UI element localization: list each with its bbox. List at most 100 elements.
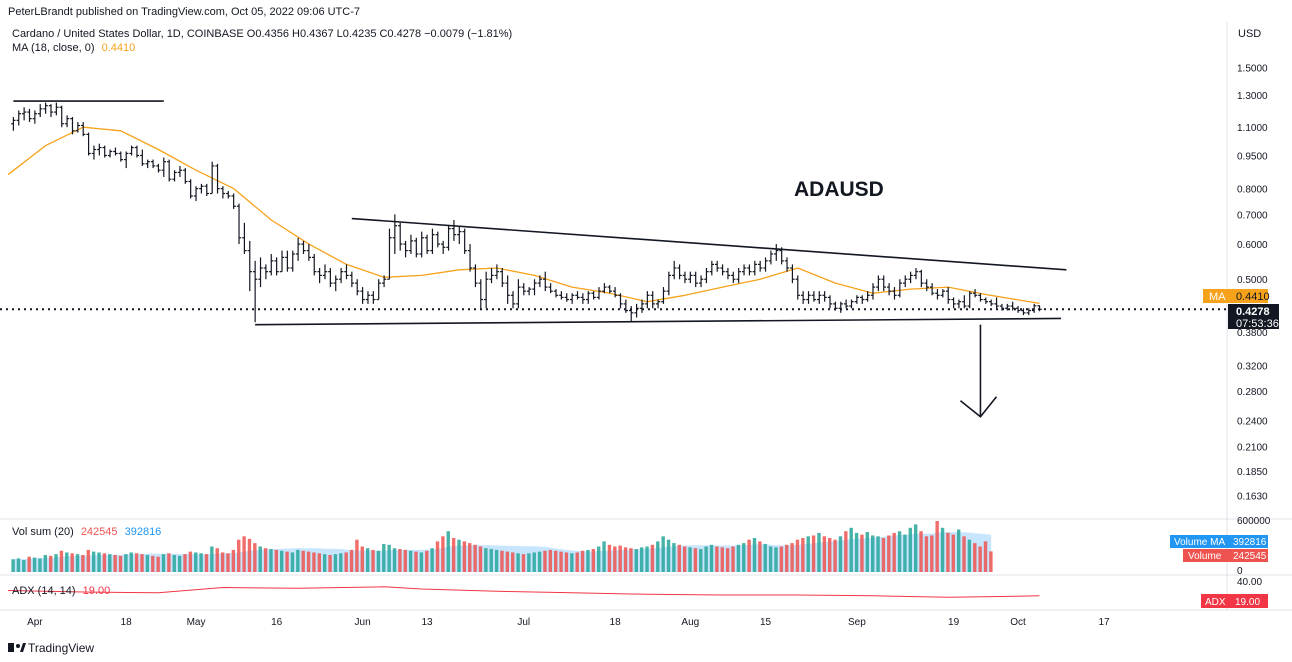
ohlc-bar — [553, 289, 559, 298]
volume-bar — [795, 539, 800, 572]
tradingview-brand-text: TradingView — [28, 641, 94, 655]
currency-label[interactable]: USD — [1238, 28, 1261, 40]
volume-bar — [322, 554, 327, 572]
adx-legend[interactable]: ADX (14, 14) 19.00 — [12, 585, 110, 597]
volume-bar — [774, 547, 778, 572]
ma-price-tag: MA 0.4410 — [1203, 289, 1270, 303]
volume-bar — [167, 553, 171, 572]
adx-tag-value: 19.00 — [1235, 597, 1260, 608]
ohlc-bar — [118, 151, 124, 162]
ohlc-bar — [526, 287, 532, 296]
ohlc-bar — [564, 293, 569, 302]
ohlc-bar — [414, 237, 419, 258]
ma-legend-label: MA (18, close, 0) — [12, 42, 95, 54]
volume-bar — [468, 543, 472, 572]
volume-bar — [11, 559, 15, 572]
volume-bar — [844, 531, 848, 572]
volume-legend-value2: 392816 — [125, 526, 162, 538]
ohlc-bar — [215, 163, 220, 194]
volume-bar — [430, 548, 434, 572]
ohlc-bar — [639, 299, 645, 313]
volume-bar — [801, 538, 805, 572]
volume-bar — [263, 548, 268, 572]
volume-axis-bottom: 0 — [1237, 566, 1243, 577]
ohlc-bar — [177, 165, 183, 177]
volume-bar — [715, 546, 719, 572]
ohlc-bar — [596, 287, 602, 300]
ohlc-bar — [924, 279, 929, 292]
volume-bar — [285, 551, 289, 572]
volume-bar — [118, 555, 123, 572]
volume-bar — [725, 548, 730, 572]
ohlc-bar — [650, 291, 655, 309]
ma-tag-value: 0.4410 — [1236, 291, 1270, 303]
volume-bar — [870, 535, 875, 572]
volume-bar — [962, 536, 966, 572]
ohlc-bar — [269, 253, 274, 276]
ohlc-bar — [784, 257, 790, 272]
ohlc-bar — [752, 260, 757, 276]
ohlc-bar — [102, 145, 107, 158]
volume-bar — [344, 552, 348, 572]
volume-bar — [677, 544, 681, 572]
volume-bar — [559, 551, 563, 572]
time-tick-label: 13 — [422, 617, 434, 628]
ohlc-bar — [1005, 303, 1010, 311]
ohlc-bar — [940, 289, 946, 298]
volume-bar — [43, 555, 48, 572]
ohlc-bar — [156, 163, 161, 173]
moving-average-layer — [7, 126, 1040, 305]
volume-bar — [328, 555, 332, 572]
ohlc-bar — [494, 264, 500, 280]
ohlc-bar — [575, 291, 580, 300]
volume-bar — [903, 534, 907, 572]
volume-axis-top: 600000 — [1237, 516, 1271, 527]
volume-bar — [564, 552, 569, 572]
adx-line-layer — [7, 586, 1040, 598]
ohlc-bar — [704, 267, 709, 284]
volume-bar — [688, 547, 692, 572]
volume-bar — [333, 554, 338, 572]
ohlc-bar — [1037, 305, 1042, 312]
time-axis[interactable]: Apr 18 May 16 Jun 13 Jul 18 Aug 15 Sep 19 Oct 17 — [27, 617, 1110, 628]
volume-bar — [720, 547, 724, 572]
ohlc-bar — [946, 287, 951, 304]
volume-bar — [618, 545, 622, 572]
ohlc-bar — [919, 269, 924, 288]
tradingview-logo[interactable]: TradingView — [8, 641, 94, 655]
ohlc-bar — [860, 295, 865, 304]
ohlc-bar — [97, 143, 102, 156]
volume-bar — [849, 527, 853, 572]
trendline[interactable] — [351, 217, 1067, 271]
volume-bar — [54, 554, 58, 572]
ohlc-bar — [70, 116, 75, 135]
volume-bar — [768, 546, 773, 572]
volume-legend[interactable]: Vol sum (20) 242545 392816 — [12, 526, 161, 538]
volume-bar — [237, 539, 241, 572]
ohlc-bar — [591, 291, 596, 300]
trendline[interactable] — [255, 317, 1062, 326]
moving-average-line — [7, 126, 1040, 305]
ohlc-bar — [242, 222, 247, 254]
volume-bar — [742, 543, 746, 572]
ohlc-bar — [274, 257, 279, 276]
time-tick-label: 18 — [610, 617, 622, 628]
adx-legend-value: 19.00 — [83, 585, 111, 597]
volume-bar — [349, 549, 354, 572]
symbol-info-line[interactable]: Cardano / United States Dollar, 1D, COIN… — [12, 28, 512, 40]
ohlc-bar — [988, 299, 994, 307]
ohlc-bar — [962, 295, 967, 309]
volume-bar — [81, 555, 85, 572]
ohlc-bar — [489, 267, 494, 284]
volume-bar — [140, 554, 144, 572]
ohlc-bar — [956, 299, 962, 309]
ohlc-bar — [903, 275, 908, 288]
price-axis[interactable]: 1.5000 1.3000 1.1000 0.9500 0.8000 0.7000 0.60… — [1237, 63, 1268, 502]
volume-bar — [854, 532, 859, 572]
ohlc-bar — [892, 287, 897, 300]
volume-bar — [736, 544, 741, 572]
ohlc-bar — [500, 267, 505, 288]
ma-legend[interactable]: MA (18, close, 0) 0.4410 — [12, 42, 135, 54]
volume-bar — [951, 534, 955, 572]
